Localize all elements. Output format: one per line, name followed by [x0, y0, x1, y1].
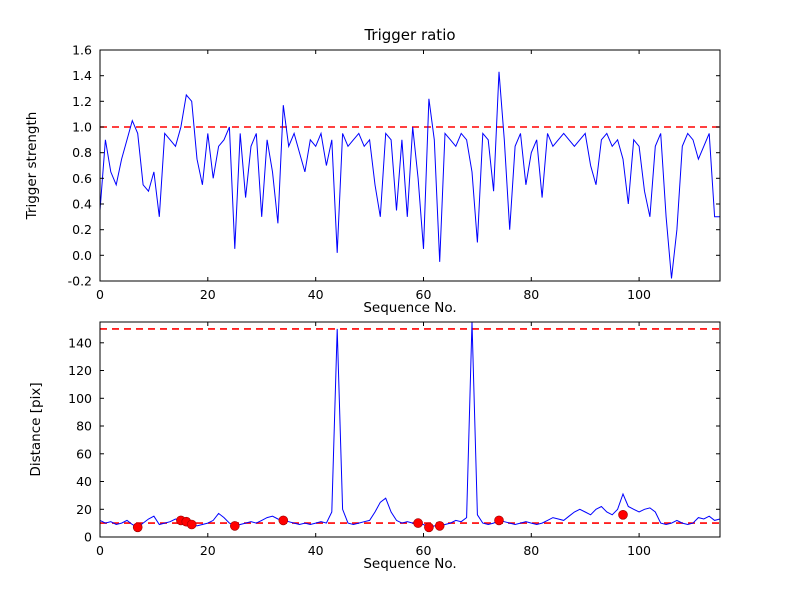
x-tick-label: 20 — [200, 543, 216, 558]
event-marker — [413, 518, 423, 528]
x-tick-label: 20 — [200, 287, 216, 302]
y-tick-label: 1.4 — [72, 68, 92, 83]
y-tick-label: 0 — [84, 530, 92, 545]
event-marker — [132, 522, 143, 533]
y-axis-label: Distance [pix] — [28, 382, 44, 476]
y-tick-label: 40 — [76, 474, 92, 489]
x-tick-label: 0 — [96, 287, 104, 302]
x-tick-label: 80 — [523, 543, 539, 558]
x-tick-label: 80 — [523, 287, 539, 302]
y-tick-label: 100 — [68, 391, 92, 406]
data-series-line — [100, 322, 720, 528]
y-tick-label: 1.6 — [72, 43, 92, 58]
y-tick-label: 0.4 — [72, 197, 92, 212]
x-tick-label: 40 — [308, 287, 324, 302]
event-marker — [424, 522, 434, 533]
x-tick-label: 60 — [416, 543, 432, 558]
y-tick-label: 140 — [68, 335, 92, 350]
subplot-1: 0 20 40 60 80 100 -0.2 0.0 0.2 0.4 0.6 0.8 1.0 1.2 1.4… — [24, 26, 721, 316]
chart-title: Trigger ratio — [363, 26, 455, 44]
axes-frame — [99, 49, 721, 282]
y-tick-label: -0.2 — [68, 274, 92, 289]
y-axis-label: Trigger strength — [24, 112, 40, 221]
x-axis-label: Sequence No. — [363, 300, 456, 316]
y-tick-label: 0.0 — [72, 248, 92, 263]
event-marker — [494, 515, 504, 526]
subplot-2: 0 20 40 60 80 100 0 20 40 60 80 100 120 140 Sequence N… — [28, 321, 721, 572]
x-tick-label: 100 — [627, 287, 651, 302]
x-axis-label: Sequence No. — [363, 556, 456, 572]
y-tick-label: 60 — [76, 446, 92, 461]
y-tick-label: 120 — [68, 363, 92, 378]
y-tick-label: 80 — [76, 419, 92, 434]
x-tick-label: 40 — [308, 543, 324, 558]
y-tick-label: 1.2 — [72, 94, 92, 109]
x-tick-label: 60 — [416, 287, 432, 302]
event-marker — [186, 519, 197, 530]
x-tick-label: 0 — [96, 543, 104, 558]
x-tick-label: 100 — [627, 543, 651, 558]
data-series-line — [100, 71, 720, 279]
y-tick-label: 0.2 — [72, 222, 92, 237]
event-marker — [618, 509, 628, 520]
y-tick-label: 0.6 — [72, 171, 92, 186]
axes-frame — [99, 321, 721, 538]
event-marker — [278, 515, 289, 526]
event-marker — [434, 521, 445, 531]
event-marker — [230, 521, 240, 531]
y-tick-label: 0.8 — [72, 145, 92, 160]
y-tick-label: 1.0 — [72, 120, 92, 135]
y-tick-label: 20 — [76, 502, 92, 517]
